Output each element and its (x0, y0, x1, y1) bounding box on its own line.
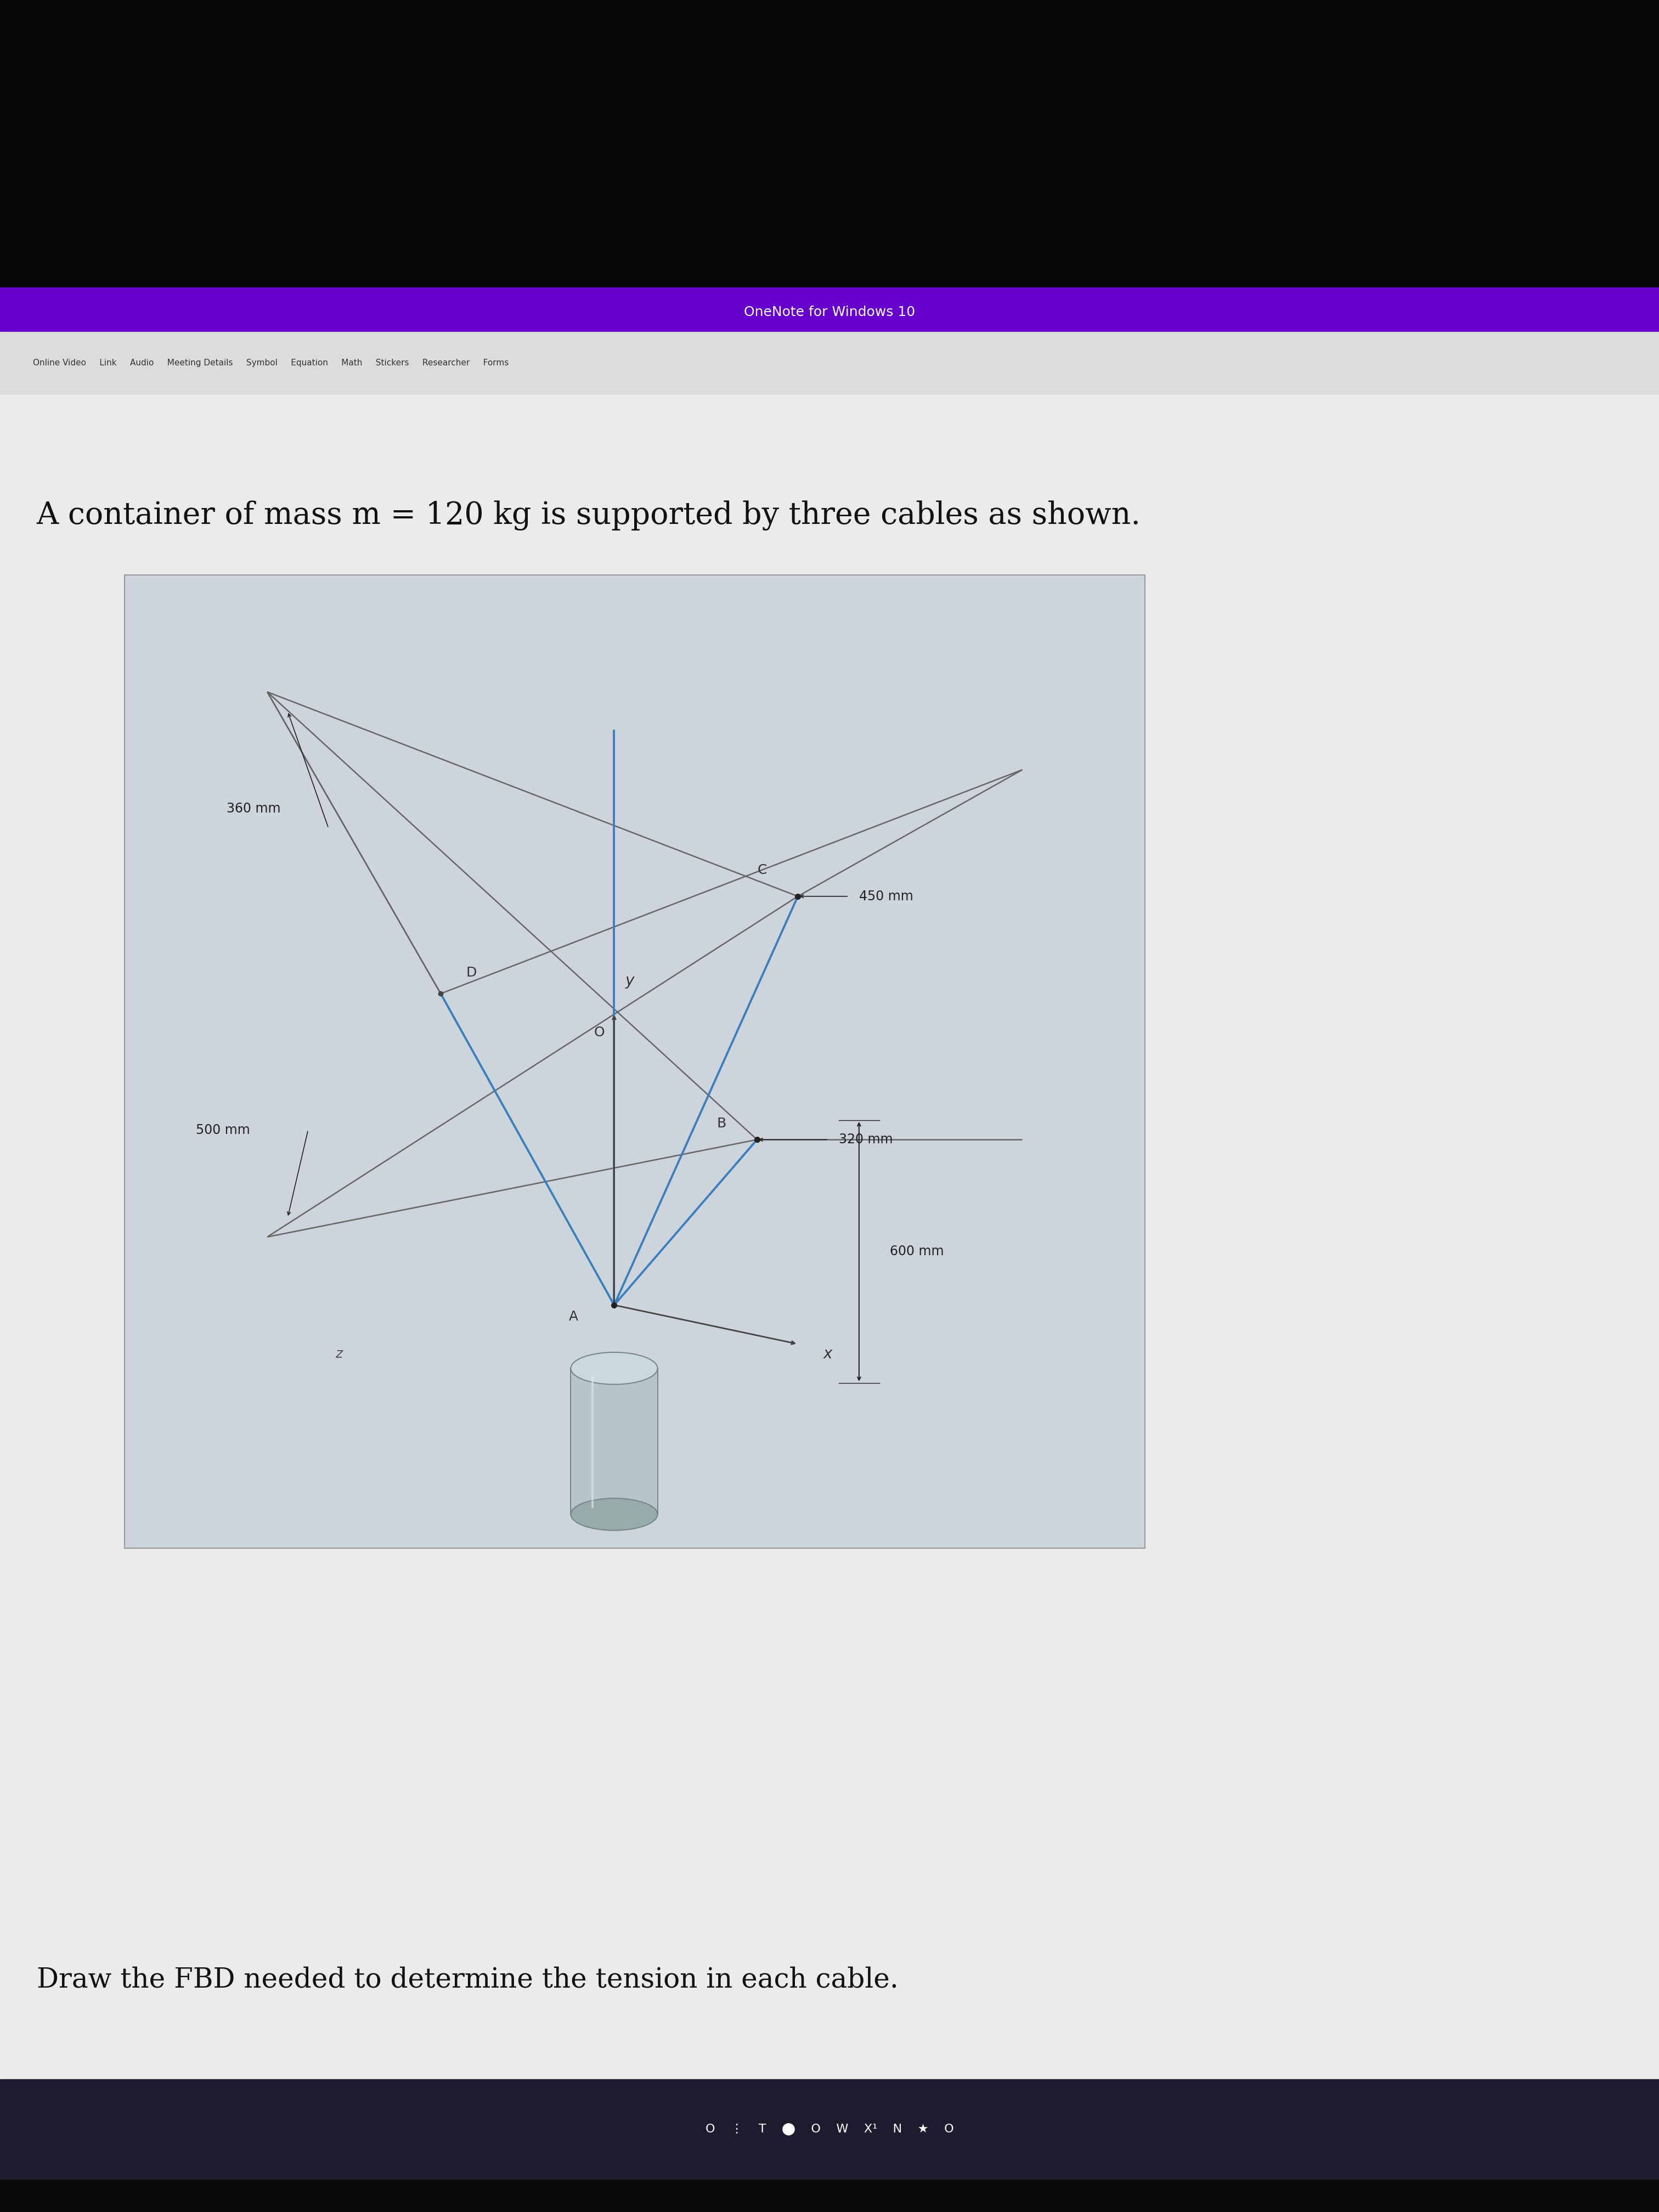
Text: 450 mm: 450 mm (859, 889, 912, 902)
Text: O    ⋮    T    ⬤    O    W    X¹    N    ★    O: O ⋮ T ⬤ O W X¹ N ★ O (705, 2124, 954, 2135)
Text: A container of mass m = 120 kg is supported by three cables as shown.: A container of mass m = 120 kg is suppor… (36, 500, 1141, 531)
Text: Draw the FBD needed to determine the tension in each cable.: Draw the FBD needed to determine the ten… (36, 1966, 898, 1993)
Text: B: B (717, 1117, 727, 1130)
Text: A: A (569, 1310, 579, 1323)
Bar (0, 2179, 1659, 2212)
Text: OneNote for Windows 10: OneNote for Windows 10 (743, 305, 916, 319)
Text: 320 mm: 320 mm (838, 1133, 893, 1146)
Bar (0, 0, 1659, 288)
Text: x: x (823, 1347, 833, 1360)
Bar (0, 0, 1659, 288)
Text: z: z (335, 1347, 342, 1360)
Text: 500 mm: 500 mm (196, 1124, 251, 1137)
Bar (0, 332, 1659, 394)
Text: y: y (625, 973, 634, 989)
Text: Online Video     Link     Audio     Meeting Details     Symbol     Equation     : Online Video Link Audio Meeting Details … (33, 358, 509, 367)
Text: 360 mm: 360 mm (226, 803, 280, 816)
Bar (0, 288, 1659, 336)
Text: 600 mm: 600 mm (889, 1245, 944, 1259)
Ellipse shape (571, 1498, 657, 1531)
Text: C: C (758, 863, 766, 876)
Bar (0, 2079, 1659, 2179)
Bar (0, 394, 1659, 2079)
Text: O: O (594, 1026, 604, 1040)
Ellipse shape (571, 1352, 657, 1385)
Text: D: D (466, 967, 476, 980)
Bar (124, 575, 1145, 1548)
Bar (571, 1369, 657, 1515)
